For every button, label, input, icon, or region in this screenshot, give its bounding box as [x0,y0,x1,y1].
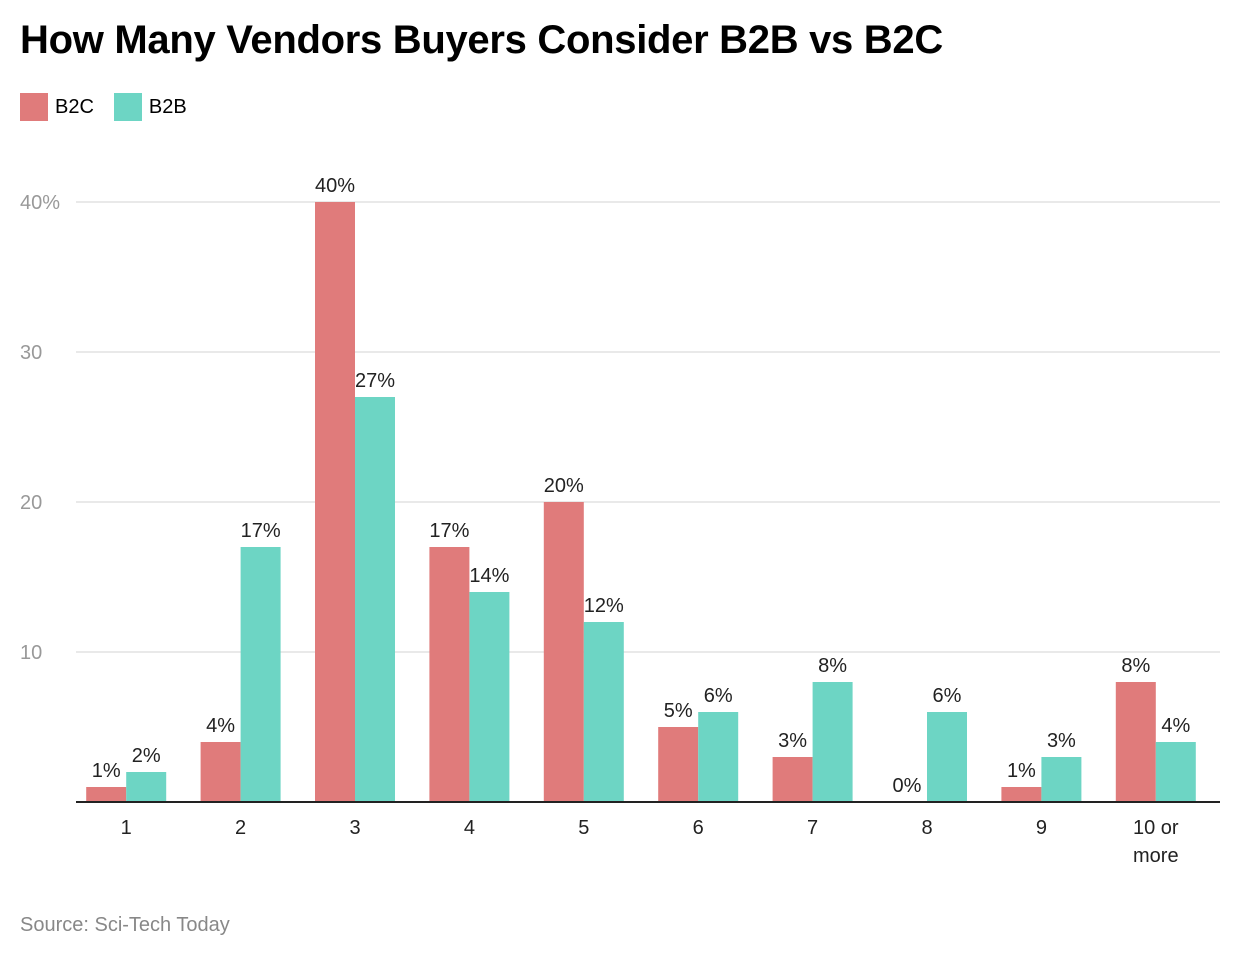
source-note: Source: Sci-Tech Today [20,914,230,936]
data-label: 17% [429,520,469,542]
x-tick-label: 2 [235,817,246,839]
data-label: 8% [1121,655,1150,677]
data-label: 6% [704,685,733,707]
x-tick-label: 8 [921,817,932,839]
legend-swatch-b2b [113,93,142,121]
y-tick-label: 40% [20,192,60,214]
data-label: 14% [469,565,509,587]
data-label: 0% [893,775,922,797]
data-label: 27% [355,370,395,392]
legend-swatch-b2c [20,93,48,121]
y-tick-label: 10 [20,642,42,664]
bar-b2b [469,592,510,802]
x-tick-label: 3 [349,817,360,839]
data-label: 20% [544,475,584,497]
x-tick-label: 7 [807,817,818,839]
bar-b2b [812,682,853,802]
data-label: 8% [818,655,847,677]
legend-item-b2c: B2C [20,93,94,121]
y-tick-label: 20 [20,492,42,514]
x-tick-label: 9 [1036,817,1047,839]
bar-b2b [1155,742,1196,802]
bar-b2c [1115,682,1156,802]
bar-b2c [86,787,127,802]
bar-b2c [200,742,241,802]
y-tick-label: 30 [20,342,42,364]
bar-b2b [583,622,624,802]
bar-b2b [1041,757,1082,802]
chart-title: How Many Vendors Buyers Consider B2B vs … [20,18,943,62]
x-tick-label: 6 [693,817,704,839]
bar-b2c [315,202,355,802]
legend: B2C B2B [20,93,187,121]
bar-b2b [355,397,395,802]
legend-label-b2b: B2B [148,95,187,118]
bar-b2b [698,712,739,802]
bar-b2c [1001,787,1042,802]
bar-b2b [240,547,281,802]
bar-b2c [772,757,813,802]
data-label: 5% [664,700,693,722]
bar-b2c [543,502,584,802]
legend-item-b2b: B2B [113,93,187,121]
data-label: 3% [1047,730,1076,752]
bar-b2c [429,547,470,802]
data-label: 1% [1007,760,1036,782]
x-tick-label: 1 [121,817,132,839]
data-label: 4% [1161,715,1190,737]
data-label: 6% [933,685,962,707]
data-label: 4% [206,715,235,737]
data-label: 3% [778,730,807,752]
bar-b2b [927,712,967,802]
data-label: 1% [92,760,121,782]
bar-b2b [126,772,167,802]
data-label: 40% [315,175,355,197]
data-label: 12% [584,595,624,617]
x-tick-label: 10 or more [1133,817,1179,867]
x-tick-label: 4 [464,817,475,839]
data-label: 17% [241,520,281,542]
x-tick-label: 5 [578,817,589,839]
legend-label-b2c: B2C [55,95,94,118]
data-label: 2% [132,745,161,767]
bar-b2c [658,727,699,802]
